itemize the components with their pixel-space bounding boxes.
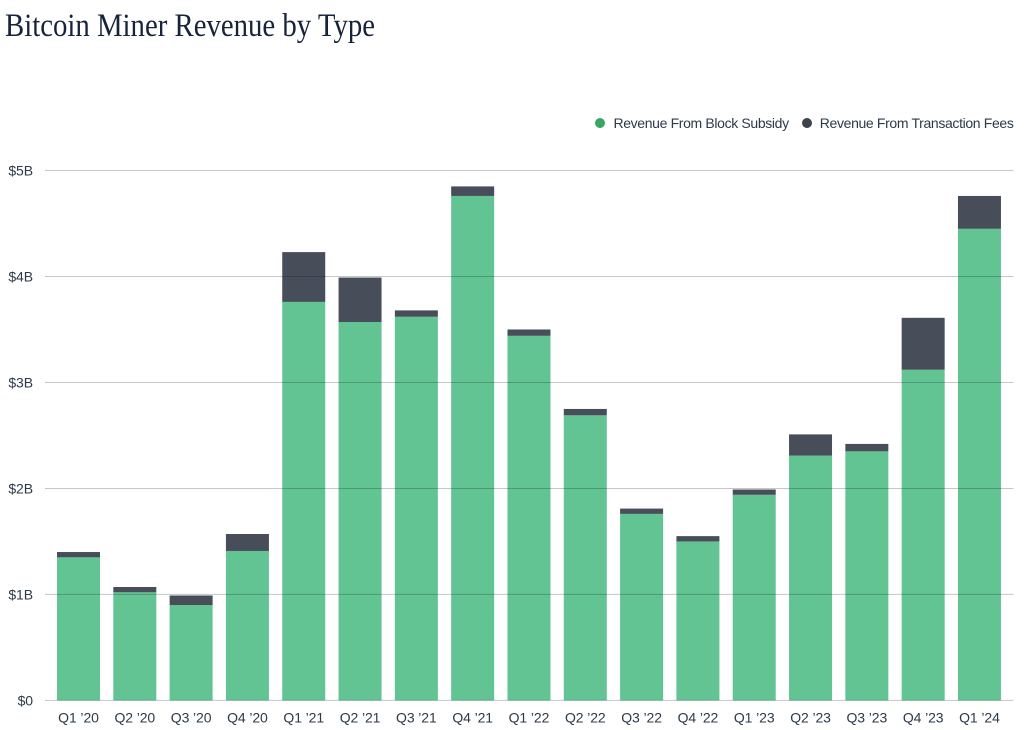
y-tick-label-3b: $3B	[8, 374, 33, 390]
bar-segment-revenue-from-transaction-fees-q3-23[interactable]	[845, 443, 889, 452]
y-tick-label-5b: $5B	[8, 163, 33, 179]
bar-segment-revenue-from-block-subsidy-q4-23[interactable]	[901, 369, 945, 701]
x-tick-label-q1-23: Q1 ’23	[734, 710, 775, 726]
x-tick-label-q2-20: Q2 ’20	[114, 710, 155, 726]
bar-segment-revenue-from-transaction-fees-q4-22[interactable]	[676, 536, 720, 542]
bar-segment-revenue-from-transaction-fees-q1-24[interactable]	[957, 195, 1001, 229]
x-tick-label-q1-22: Q1 ’22	[509, 710, 550, 726]
chart-legend: Revenue From Block Subsidy Revenue From …	[595, 114, 1014, 131]
bar-segment-revenue-from-block-subsidy-q3-22[interactable]	[620, 513, 664, 701]
x-tick-label-q4-23: Q4 ’23	[903, 710, 944, 726]
legend-label-block-subsidy: Revenue From Block Subsidy	[613, 114, 789, 131]
bar-segment-revenue-from-transaction-fees-q3-21[interactable]	[394, 310, 438, 317]
bar-segment-revenue-from-transaction-fees-q4-20[interactable]	[225, 534, 269, 551]
block-subsidy-swatch-icon	[595, 117, 606, 128]
bar-segment-revenue-from-transaction-fees-q1-20[interactable]	[57, 552, 100, 558]
bar-segment-revenue-from-block-subsidy-q4-22[interactable]	[676, 541, 720, 701]
x-tick-label-q3-20: Q3 ’20	[171, 710, 212, 726]
bar-segment-revenue-from-block-subsidy-q4-20[interactable]	[225, 550, 269, 701]
transaction-fees-swatch-icon	[801, 117, 812, 128]
bar-segment-revenue-from-block-subsidy-q4-21[interactable]	[451, 195, 495, 701]
bar-segment-revenue-from-block-subsidy-q2-22[interactable]	[563, 415, 607, 701]
bar-segment-revenue-from-block-subsidy-q3-21[interactable]	[394, 316, 438, 701]
legend-item-transaction-fees[interactable]: Revenue From Transaction Fees	[801, 114, 1014, 131]
y-tick-label-0: $0	[18, 692, 34, 708]
bar-segment-revenue-from-block-subsidy-q3-23[interactable]	[845, 451, 889, 701]
bar-segment-revenue-from-transaction-fees-q3-22[interactable]	[620, 508, 664, 514]
x-tick-label-q3-21: Q3 ’21	[396, 710, 437, 726]
x-tick-label-q4-20: Q4 ’20	[227, 710, 268, 726]
x-tick-label-q2-23: Q2 ’23	[790, 710, 831, 726]
x-tick-label-q3-23: Q3 ’23	[847, 710, 888, 726]
bar-segment-revenue-from-block-subsidy-q1-20[interactable]	[57, 557, 100, 701]
bar-segment-revenue-from-transaction-fees-q4-23[interactable]	[901, 317, 945, 370]
bar-segment-revenue-from-block-subsidy-q2-23[interactable]	[789, 455, 833, 701]
y-tick-label-1b: $1B	[8, 586, 33, 602]
chart-title: Bitcoin Miner Revenue by Type	[5, 7, 376, 44]
legend-item-block-subsidy[interactable]: Revenue From Block Subsidy	[595, 114, 789, 131]
bar-segment-revenue-from-block-subsidy-q1-21[interactable]	[282, 301, 326, 701]
bar-segment-revenue-from-block-subsidy-q1-22[interactable]	[507, 335, 551, 701]
x-tick-label-q4-21: Q4 ’21	[452, 710, 493, 726]
x-tick-label-q1-21: Q1 ’21	[283, 710, 324, 726]
x-tick-label-q4-22: Q4 ’22	[678, 710, 719, 726]
x-tick-label-q2-21: Q2 ’21	[340, 710, 381, 726]
bar-segment-revenue-from-transaction-fees-q4-21[interactable]	[451, 186, 495, 196]
bar-segment-revenue-from-transaction-fees-q3-20[interactable]	[169, 595, 213, 606]
bar-segment-revenue-from-block-subsidy-q1-24[interactable]	[957, 228, 1001, 701]
bar-segment-revenue-from-transaction-fees-q1-21[interactable]	[282, 252, 326, 302]
x-tick-label-q1-20: Q1 ’20	[58, 710, 99, 726]
y-tick-label-4b: $4B	[8, 268, 33, 284]
bar-segment-revenue-from-transaction-fees-q1-23[interactable]	[732, 489, 776, 495]
bar-segment-revenue-from-transaction-fees-q2-20[interactable]	[113, 587, 157, 593]
x-tick-label-q3-22: Q3 ’22	[621, 710, 662, 726]
bar-segment-revenue-from-transaction-fees-q2-23[interactable]	[789, 434, 833, 456]
bar-segment-revenue-from-transaction-fees-q2-22[interactable]	[563, 408, 607, 416]
x-tick-label-q1-24: Q1 ’24	[959, 710, 1000, 726]
bar-segment-revenue-from-block-subsidy-q3-20[interactable]	[169, 605, 213, 701]
bar-segment-revenue-from-transaction-fees-q2-21[interactable]	[338, 277, 382, 323]
y-tick-label-2b: $2B	[8, 480, 33, 496]
bar-segment-revenue-from-transaction-fees-q1-22[interactable]	[507, 329, 551, 336]
bar-segment-revenue-from-block-subsidy-q1-23[interactable]	[732, 494, 776, 701]
x-tick-label-q2-22: Q2 ’22	[565, 710, 606, 726]
bar-segment-revenue-from-block-subsidy-q2-21[interactable]	[338, 322, 382, 701]
bar-segment-revenue-from-block-subsidy-q2-20[interactable]	[113, 592, 157, 701]
legend-label-transaction-fees: Revenue From Transaction Fees	[819, 114, 1014, 131]
